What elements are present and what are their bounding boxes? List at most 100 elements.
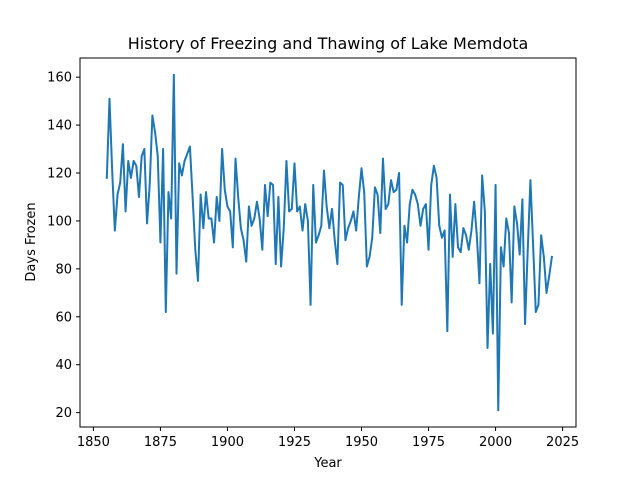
data-point	[516, 222, 518, 225]
data-point	[526, 248, 529, 251]
data-point	[339, 181, 341, 184]
data-point	[124, 210, 127, 213]
data-point	[140, 155, 143, 158]
data-point	[170, 217, 173, 220]
x-tick-label: 1925	[278, 435, 311, 450]
data-point	[180, 174, 183, 177]
data-point	[395, 188, 398, 191]
data-point	[167, 191, 170, 194]
x-tick-label: 1950	[345, 435, 378, 450]
axis-ticks: 1850 1875 1900 1925 1950 1975 2000 2025 20 40 60 80…	[47, 71, 579, 450]
data-point	[197, 279, 199, 282]
data-point	[483, 210, 486, 213]
data-point	[494, 184, 497, 186]
y-tick-label: 80	[55, 262, 72, 277]
data-point	[199, 193, 202, 196]
data-point	[189, 145, 191, 148]
data-point	[532, 243, 535, 246]
data-point	[403, 224, 406, 227]
data-point	[454, 203, 457, 206]
y-tick-label: 20	[55, 406, 72, 421]
data-point	[105, 176, 108, 179]
data-point	[363, 191, 366, 194]
data-point	[357, 196, 360, 198]
data-point	[371, 236, 374, 239]
data-point	[390, 179, 392, 182]
data-point	[524, 323, 526, 325]
data-point	[430, 184, 433, 186]
y-axis-label: Days Frozen	[24, 202, 39, 281]
data-point	[333, 239, 336, 242]
data-point	[408, 203, 411, 206]
data-point	[312, 184, 315, 186]
y-tick-label: 160	[47, 71, 72, 86]
data-point	[301, 229, 304, 232]
data-point	[435, 176, 438, 179]
y-tick-label: 100	[47, 214, 72, 229]
data-point	[304, 203, 307, 206]
data-point	[510, 301, 513, 304]
chart-title: History of Freezing and Thawing of Lake …	[128, 34, 529, 53]
data-point	[111, 169, 114, 172]
data-point	[376, 193, 379, 196]
data-point	[545, 291, 548, 294]
data-point	[119, 181, 122, 184]
data-point	[296, 210, 299, 213]
data-point	[108, 97, 111, 100]
x-tick-label: 2025	[546, 435, 579, 450]
data-point	[121, 143, 124, 146]
data-point	[242, 239, 245, 242]
data-point	[226, 205, 229, 208]
data-point	[164, 311, 167, 313]
data-point	[443, 229, 446, 232]
data-point	[508, 232, 510, 234]
data-point	[368, 255, 371, 258]
data-point	[280, 265, 282, 268]
x-tick-label: 1850	[77, 435, 110, 450]
data-point	[502, 265, 505, 268]
data-point	[186, 152, 189, 155]
data-point	[256, 200, 258, 203]
data-point	[449, 193, 451, 196]
data-point	[406, 241, 408, 244]
y-tick-label: 60	[55, 310, 72, 325]
data-point	[414, 193, 417, 196]
data-point	[419, 224, 422, 227]
data-point	[470, 229, 473, 232]
data-point	[438, 224, 441, 227]
data-point	[392, 191, 395, 194]
data-point	[328, 227, 331, 230]
data-point	[162, 148, 165, 150]
data-point	[491, 332, 494, 335]
data-point	[459, 251, 462, 253]
data-point	[223, 188, 226, 191]
data-point	[446, 330, 449, 333]
data-point	[178, 162, 181, 165]
data-point	[349, 220, 352, 222]
data-point	[374, 186, 376, 189]
data-point	[248, 205, 250, 208]
data-point	[424, 203, 427, 206]
data-point	[151, 114, 154, 117]
data-point	[132, 160, 135, 162]
data-point	[282, 227, 285, 230]
data-point	[272, 184, 274, 186]
data-point	[239, 227, 242, 230]
data-point	[457, 246, 459, 249]
data-point	[352, 210, 355, 213]
data-point	[309, 303, 312, 306]
data-point	[234, 157, 237, 160]
data-point	[113, 229, 116, 232]
data-point	[306, 220, 309, 222]
data-point	[210, 217, 213, 220]
data-point	[534, 311, 537, 313]
data-point	[293, 162, 296, 165]
data-point	[465, 234, 467, 237]
data-point	[400, 303, 403, 306]
data-point	[548, 275, 551, 277]
y-tick-label: 120	[47, 167, 72, 182]
data-point	[513, 205, 516, 208]
data-point	[250, 224, 253, 227]
data-point	[521, 198, 524, 201]
data-point	[154, 131, 156, 134]
